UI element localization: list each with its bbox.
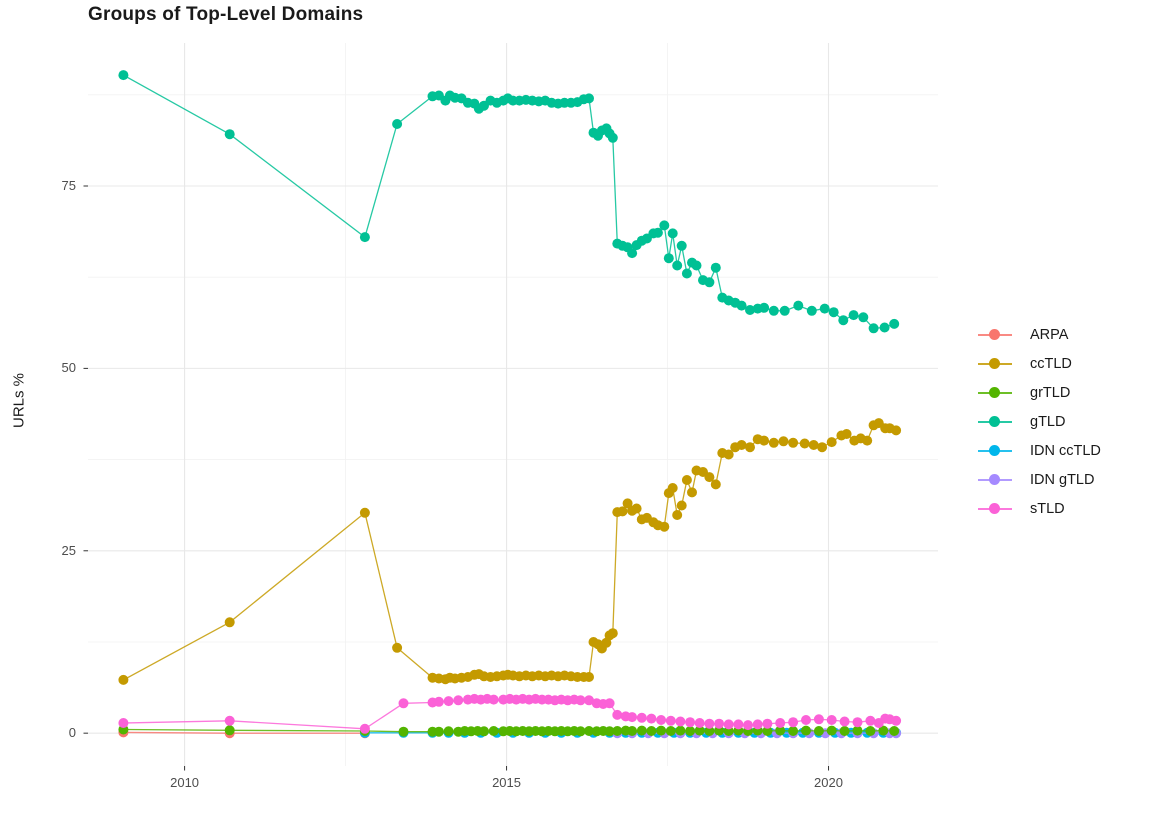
legend-item-grtld: grTLD [978,378,1101,407]
y-tick-label: 25 [61,542,76,558]
major-gridlines [88,43,938,766]
legend-item-cctld: ccTLD [978,349,1101,378]
legend-key-icon [978,415,1012,428]
legend-label: sTLD [1030,500,1065,517]
chart-title: Groups of Top-Level Domains [88,4,364,25]
x-tick-label: 2020 [814,775,843,790]
legend-item-arpa: ARPA [978,320,1101,349]
series-stld [118,693,902,734]
legend-item-gtld: gTLD [978,407,1101,436]
legend-label: grTLD [1030,384,1071,401]
legend-key-icon [978,328,1012,341]
y-tick-label: 50 [61,360,76,376]
legend: ARPA ccTLD grTLD gTLD IDN ccTLD IDN gTLD sTLD [978,320,1101,523]
legend-key-icon [978,444,1012,457]
y-tick-label: 0 [68,725,76,741]
legend-label: IDN gTLD [1030,471,1095,488]
legend-label: IDN ccTLD [1030,442,1101,459]
legend-item-stld: sTLD [978,494,1101,523]
legend-key-icon [978,473,1012,486]
legend-item-idn-cctld: IDN ccTLD [978,436,1101,465]
x-tick-label: 2015 [492,775,521,790]
series-cctld [118,418,902,685]
legend-item-idn-gtld: IDN gTLD [978,465,1101,494]
axis-ticks [83,185,830,771]
legend-label: gTLD [1030,413,1066,430]
legend-key-icon [978,386,1012,399]
minor-gridlines [88,43,938,766]
series-gtld [118,70,900,334]
y-tick-label: 75 [61,177,76,193]
legend-label: ccTLD [1030,355,1072,372]
legend-key-icon [978,502,1012,515]
legend-key-icon [978,357,1012,370]
series-arpa [118,727,370,739]
x-tick-label: 2010 [170,775,200,790]
legend-label: ARPA [1030,326,1069,343]
